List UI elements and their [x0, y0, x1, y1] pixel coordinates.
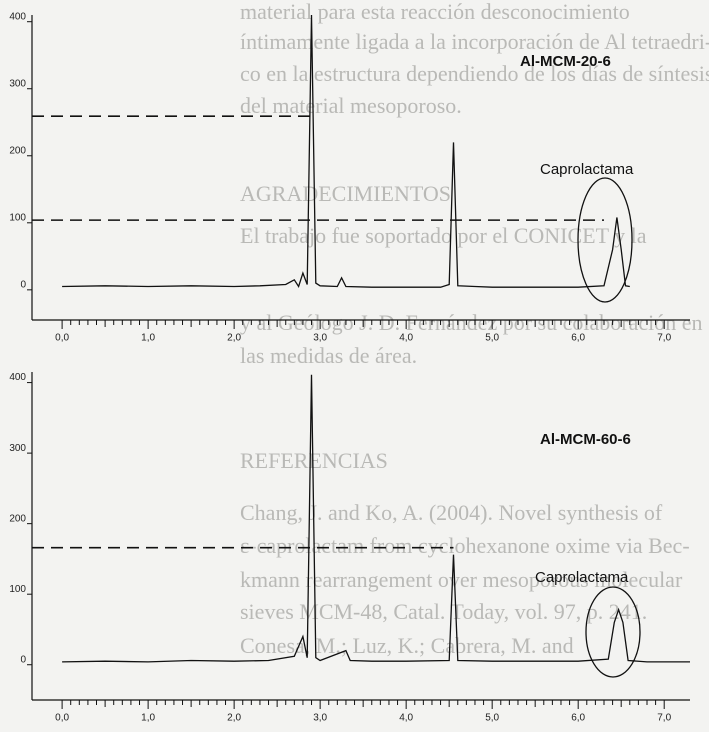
annotation: Caprolactama [535, 569, 629, 586]
x-tick-label: 6,0 [571, 713, 585, 724]
y-tick-label: 200 [9, 145, 26, 156]
y-tick-label: 200 [9, 513, 26, 524]
y-tick-label: 300 [9, 78, 26, 89]
chromatogram-line [62, 14, 630, 289]
y-tick-label: 400 [9, 11, 26, 22]
x-tick-label: 7,0 [657, 333, 671, 344]
x-tick-label: 4,0 [399, 713, 413, 724]
x-tick-label: 5,0 [485, 333, 499, 344]
background-text: Chang, J. and Ko, A. (2004). Novel synth… [240, 500, 663, 525]
y-tick-label: 400 [9, 372, 26, 383]
annotation-ellipse [577, 177, 633, 303]
x-tick-label: 1,0 [141, 333, 155, 344]
background-text: co en la estructura dependiendo de los d… [240, 61, 709, 86]
x-tick-label: 7,0 [657, 713, 671, 724]
background-text: ε-caprolactam from cyclohexanone oxime v… [240, 533, 690, 558]
background-text: AGRADECIMIENTOS [240, 181, 451, 206]
x-tick-label: 5,0 [485, 713, 499, 724]
y-tick-label: 300 [9, 443, 26, 454]
background-text: Conesa, M.; Luz, K.; Cabrera, M. and [240, 633, 574, 658]
background-text: las medidas de área. [240, 343, 417, 368]
background-text: REFERENCIAS [240, 448, 388, 473]
background-text: material para esta reacción desconocimie… [240, 0, 630, 24]
annotation-ellipse [585, 586, 641, 678]
x-tick-label: 0,0 [55, 333, 69, 344]
background-text: El trabajo fue soportado por el CONICET … [240, 223, 647, 248]
x-tick-label: 0,0 [55, 713, 69, 724]
x-tick-label: 2,0 [227, 333, 241, 344]
x-tick-label: 2,0 [227, 713, 241, 724]
background-text: y al Geólogo J. D. Fernández por su cola… [240, 310, 702, 335]
x-tick-label: 1,0 [141, 713, 155, 724]
chart-title: Al-MCM-60-6 [540, 431, 631, 448]
y-tick-label: 100 [9, 584, 26, 595]
y-tick-label: 0 [20, 279, 26, 290]
y-tick-label: 0 [20, 654, 26, 665]
background-text: íntimamente ligada a la incorporación de… [240, 29, 709, 54]
chromatogram-line [62, 374, 690, 663]
chart-title: Al-MCM-20-6 [520, 53, 611, 70]
background-text: del material mesoporoso. [240, 93, 462, 118]
x-tick-label: 4,0 [399, 333, 413, 344]
y-tick-label: 100 [9, 212, 26, 223]
background-text: sieves MCM-48, Catal. Today, vol. 97, p.… [240, 599, 647, 624]
x-tick-label: 6,0 [571, 333, 585, 344]
x-tick-label: 3,0 [313, 713, 327, 724]
annotation: Caprolactama [540, 161, 634, 178]
x-tick-label: 3,0 [313, 333, 327, 344]
